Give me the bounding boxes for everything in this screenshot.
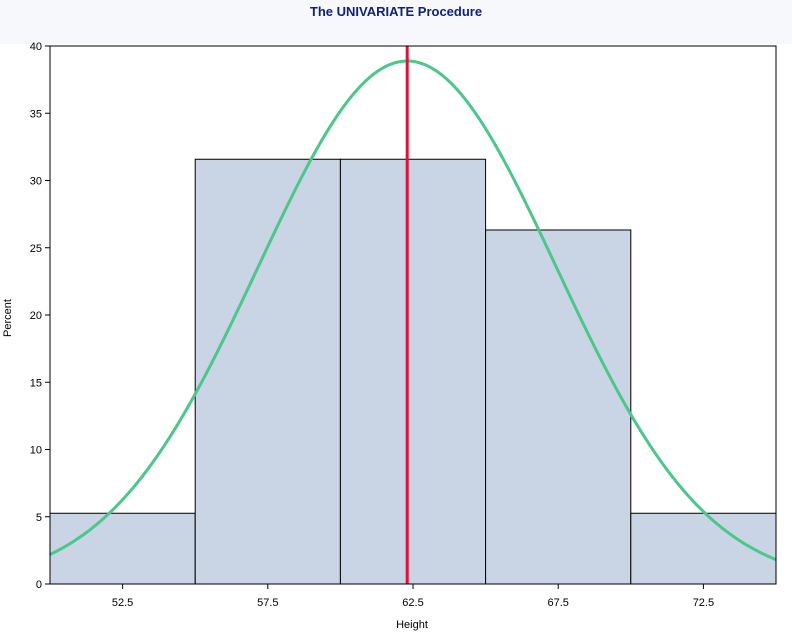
histogram-bar [339, 158, 487, 585]
title-band [0, 0, 792, 44]
histogram-bar [485, 229, 632, 585]
y-axis-label: Percent [2, 299, 14, 337]
y-tick-label: 25 [30, 243, 42, 255]
x-tick-label: 62.5 [402, 597, 423, 609]
y-tick-label: 40 [30, 41, 42, 53]
normal-density-curve [49, 59, 777, 561]
x-axis: 52.5 57.5 62.5 67.5 72.5 [112, 584, 714, 609]
normal-curve-layer [49, 59, 777, 561]
histogram-bars [49, 158, 777, 585]
y-tick-label: 10 [30, 445, 42, 457]
x-tick-label: 52.5 [112, 597, 133, 609]
histogram-bar [49, 512, 196, 585]
y-tick-label: 15 [30, 377, 42, 389]
y-tick-label: 5 [36, 512, 42, 524]
y-tick-label: 35 [30, 108, 42, 120]
x-tick-label: 67.5 [547, 597, 568, 609]
page-title: The UNIVARIATE Procedure [309, 4, 483, 19]
y-tick-label: 20 [30, 310, 42, 322]
y-tick-label: 30 [30, 176, 42, 188]
y-axis: 0 5 10 15 20 25 30 35 40 [30, 41, 50, 591]
x-axis-label: Height [396, 619, 428, 631]
x-tick-label: 72.5 [693, 597, 714, 609]
y-tick-label: 0 [36, 579, 42, 591]
x-tick-label: 57.5 [257, 597, 278, 609]
histogram-bar [194, 158, 341, 585]
